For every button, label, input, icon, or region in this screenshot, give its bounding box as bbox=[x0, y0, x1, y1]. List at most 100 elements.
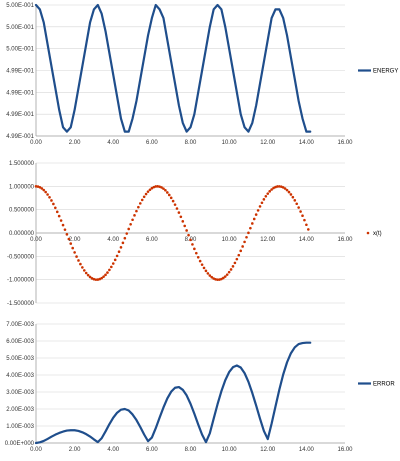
x-tick-label: 10.00 bbox=[222, 237, 238, 243]
legend-label: ERROR bbox=[373, 382, 395, 388]
data-point bbox=[86, 273, 90, 277]
series-points bbox=[34, 185, 310, 281]
data-point bbox=[79, 262, 82, 266]
gridlines bbox=[36, 4, 345, 137]
y-tick-label: 2.00E-003 bbox=[6, 407, 34, 413]
data-point bbox=[125, 232, 129, 235]
data-point bbox=[185, 229, 188, 232]
data-point bbox=[235, 257, 239, 261]
data-point bbox=[67, 237, 71, 241]
data-point bbox=[225, 273, 229, 276]
data-point bbox=[127, 227, 130, 231]
y-tick-label: 3.00E-003 bbox=[6, 390, 34, 396]
y-tick-label: 6.00E-003 bbox=[6, 339, 34, 345]
data-point bbox=[251, 222, 254, 225]
chart-2: -1.500000 -1.000000 -0.500000 0.000000 0.500… bbox=[7, 161, 382, 307]
data-point bbox=[247, 231, 250, 235]
x-tick-label: 0.00 bbox=[30, 237, 42, 243]
y-tick-label: -1.000000 bbox=[7, 278, 35, 284]
data-point bbox=[241, 245, 244, 248]
data-point bbox=[202, 266, 206, 270]
data-point bbox=[210, 275, 214, 279]
data-point bbox=[204, 269, 208, 273]
y-tick-label: 4.99E-001 bbox=[6, 90, 34, 96]
data-point bbox=[208, 274, 212, 277]
data-point bbox=[167, 193, 171, 197]
x-tick-label: 16.00 bbox=[337, 447, 353, 453]
data-point bbox=[283, 187, 287, 190]
data-point bbox=[135, 209, 138, 213]
data-point bbox=[69, 242, 73, 245]
data-point bbox=[160, 186, 163, 189]
chart-1: 4.99E-001 4.99E-001 4.99E-001 4.99E-001 5.00… bbox=[6, 3, 398, 146]
data-point bbox=[162, 187, 165, 190]
y-tick-label: 7.00E-003 bbox=[6, 322, 34, 328]
y-tick-label: 0.500000 bbox=[9, 208, 35, 214]
x-tick-label: 14.00 bbox=[299, 237, 315, 243]
data-point bbox=[237, 253, 241, 257]
data-point bbox=[84, 271, 88, 275]
data-point bbox=[113, 258, 117, 262]
x-tick-label: 12.00 bbox=[260, 237, 276, 243]
data-point bbox=[48, 196, 51, 199]
legend-label: x(t) bbox=[373, 231, 382, 237]
y-tick-label: 1.500000 bbox=[9, 161, 35, 167]
data-point bbox=[92, 277, 96, 281]
data-point bbox=[55, 210, 59, 214]
x-tick-label: 2.00 bbox=[69, 447, 81, 453]
data-point bbox=[281, 186, 285, 189]
legend-label: ENERGY bbox=[373, 69, 398, 75]
data-point bbox=[138, 202, 142, 205]
data-point bbox=[297, 206, 300, 209]
data-point bbox=[200, 263, 204, 266]
y-tick-label: 5.00E-001 bbox=[6, 3, 34, 9]
x-tick-label: 8.00 bbox=[185, 140, 197, 146]
data-point bbox=[229, 268, 233, 271]
y-tick-label: -0.500000 bbox=[7, 254, 35, 260]
data-point bbox=[154, 185, 158, 188]
data-point bbox=[156, 185, 159, 188]
y-tick-label: 4.99E-001 bbox=[6, 69, 34, 75]
data-point bbox=[133, 214, 136, 217]
x-tick-label: 4.00 bbox=[107, 447, 119, 453]
data-point bbox=[100, 276, 103, 280]
chart-3: 0.00E+000 1.00E-003 2.00E-003 3.00E-003 4.00… bbox=[5, 322, 396, 453]
y-tick-label: 5.00E-003 bbox=[6, 356, 34, 362]
data-point bbox=[42, 188, 46, 192]
x-tick-label: 0.00 bbox=[30, 447, 42, 453]
data-point bbox=[65, 233, 69, 236]
data-point bbox=[216, 278, 219, 281]
data-point bbox=[108, 268, 111, 272]
data-point bbox=[175, 207, 179, 210]
data-point bbox=[222, 276, 225, 280]
x-tick-label: 6.00 bbox=[146, 140, 158, 146]
gridlines bbox=[36, 323, 345, 444]
data-point bbox=[38, 185, 42, 189]
data-point bbox=[270, 188, 273, 191]
y-tick-label: 5.00E-001 bbox=[6, 47, 34, 53]
data-point bbox=[57, 214, 61, 218]
x-tick-label: 16.00 bbox=[337, 237, 353, 243]
data-point bbox=[206, 272, 210, 275]
data-point bbox=[142, 195, 146, 199]
data-point bbox=[50, 199, 53, 202]
data-point bbox=[110, 265, 113, 269]
data-point bbox=[146, 190, 150, 193]
x-tick-label: 10.00 bbox=[222, 447, 238, 453]
data-point bbox=[198, 259, 202, 263]
data-point bbox=[179, 215, 183, 219]
y-tick-label: 4.00E-003 bbox=[6, 373, 34, 379]
x-tick-label: 2.00 bbox=[69, 140, 81, 146]
x-tick-label: 0.00 bbox=[30, 140, 42, 146]
data-point bbox=[262, 198, 266, 201]
data-point bbox=[252, 217, 256, 221]
data-point bbox=[239, 249, 243, 253]
data-point bbox=[307, 228, 310, 231]
data-point bbox=[106, 271, 109, 274]
data-point bbox=[191, 243, 194, 246]
x-tick-label: 12.00 bbox=[260, 140, 276, 146]
y-tick-label: 4.99E-001 bbox=[6, 134, 34, 140]
data-point bbox=[276, 185, 279, 188]
x-tick-label: 14.00 bbox=[299, 140, 315, 146]
